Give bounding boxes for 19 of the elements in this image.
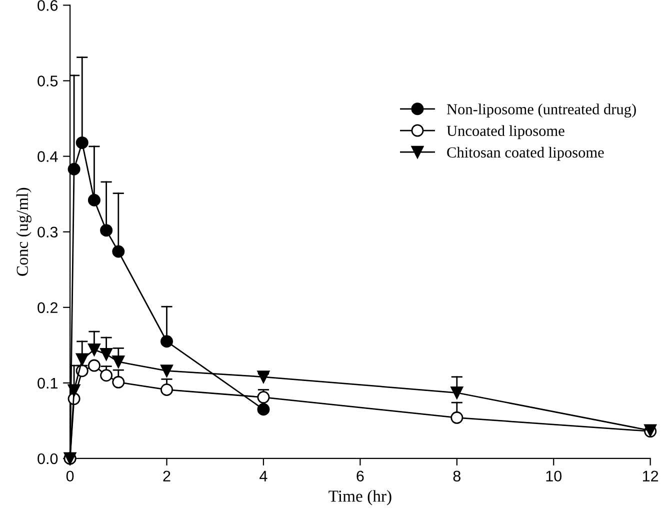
y-tick-label: 0.0: [38, 453, 58, 464]
x-tick-label: 0: [66, 470, 74, 482]
x-axis-title: Time (hr): [328, 490, 392, 506]
y-axis-title: Conc (ug/ml): [16, 188, 32, 276]
y-tick-label: 0.1: [38, 378, 58, 389]
x-tick-label: 8: [453, 470, 460, 482]
y-tick-label: 0.2: [38, 302, 58, 314]
x-tick-label: 10: [546, 470, 562, 482]
y-tick-label: 0.5: [38, 76, 58, 86]
legend-label: Non-liposome (untreated drug): [446, 104, 636, 118]
y-tick-label: 0.4: [38, 151, 58, 162]
legend-label: Uncoated liposome: [446, 125, 564, 140]
x-tick-label: 12: [642, 470, 658, 482]
x-tick-label: 4: [260, 470, 268, 482]
y-tick-label: 0.6: [38, 0, 58, 11]
y-tick-label: 0.3: [38, 226, 58, 238]
legend-label: Chitosan coated liposome: [447, 146, 604, 161]
x-tick-label: 6: [356, 470, 364, 482]
x-tick-label: 2: [163, 470, 170, 482]
